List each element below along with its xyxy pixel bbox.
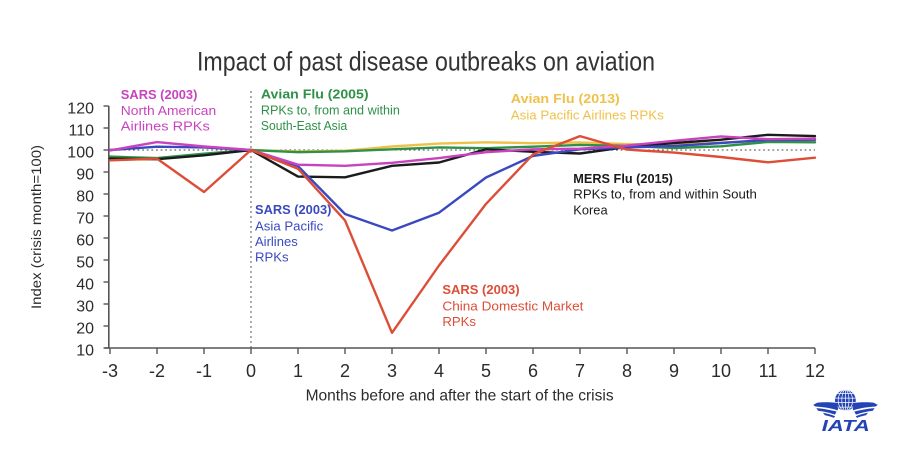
svg-text:100: 100: [67, 145, 94, 162]
svg-text:6: 6: [528, 361, 538, 381]
svg-text:60: 60: [76, 233, 94, 250]
svg-text:40: 40: [76, 277, 94, 294]
svg-text:North American: North American: [121, 103, 216, 118]
svg-text:-1: -1: [196, 361, 212, 381]
svg-text:20: 20: [76, 321, 94, 338]
svg-text:50: 50: [76, 255, 94, 272]
svg-text:Asia Pacific: Asia Pacific: [255, 218, 324, 233]
svg-text:South-East Asia: South-East Asia: [261, 118, 348, 133]
svg-text:80: 80: [76, 189, 94, 206]
svg-text:11: 11: [759, 361, 778, 381]
svg-text:RPKs: RPKs: [442, 314, 476, 329]
svg-text:RPKs to, from and within: RPKs to, from and within: [261, 103, 400, 118]
svg-text:2: 2: [340, 361, 350, 381]
svg-text:-3: -3: [102, 361, 118, 381]
svg-text:IATA: IATA: [822, 418, 870, 435]
svg-text:5: 5: [481, 361, 491, 381]
svg-text:Asia Pacific Airlines RPKs: Asia Pacific Airlines RPKs: [511, 107, 664, 122]
svg-text:MERS Flu (2015): MERS Flu (2015): [573, 172, 673, 186]
svg-text:Korea: Korea: [573, 202, 608, 217]
svg-text:30: 30: [76, 299, 94, 316]
svg-text:4: 4: [434, 361, 444, 381]
svg-text:RPKs: RPKs: [255, 249, 289, 264]
svg-text:Airlines RPKs: Airlines RPKs: [121, 119, 211, 134]
svg-text:Index (crisis month=100): Index (crisis month=100): [28, 145, 44, 309]
svg-text:RPKs to, from and within South: RPKs to, from and within South: [573, 187, 757, 202]
svg-text:Avian Flu (2005): Avian Flu (2005): [261, 88, 369, 102]
svg-text:Months before and after the st: Months before and after the start of the…: [306, 388, 614, 405]
svg-text:110: 110: [68, 123, 94, 140]
svg-text:SARS (2003): SARS (2003): [121, 88, 198, 102]
svg-text:12: 12: [805, 361, 825, 381]
svg-text:3: 3: [387, 361, 397, 381]
svg-text:9: 9: [669, 361, 679, 381]
svg-text:Airlines: Airlines: [255, 234, 298, 249]
svg-text:SARS (2003): SARS (2003): [442, 283, 519, 297]
svg-text:-2: -2: [149, 361, 165, 381]
svg-text:8: 8: [622, 361, 632, 381]
svg-text:1: 1: [293, 361, 303, 381]
svg-text:10: 10: [76, 343, 94, 360]
svg-text:90: 90: [76, 167, 94, 184]
svg-text:70: 70: [76, 211, 94, 228]
svg-text:0: 0: [246, 361, 256, 381]
svg-text:7: 7: [575, 361, 585, 381]
svg-text:SARS (2003): SARS (2003): [255, 203, 331, 217]
svg-text:Avian Flu (2013): Avian Flu (2013): [511, 92, 620, 106]
svg-text:China Domestic Market: China Domestic Market: [442, 298, 583, 313]
svg-text:10: 10: [711, 361, 731, 381]
svg-text:120: 120: [67, 101, 94, 118]
svg-text:Impact of past disease outbrea: Impact of past disease outbreaks on avia…: [197, 47, 655, 77]
